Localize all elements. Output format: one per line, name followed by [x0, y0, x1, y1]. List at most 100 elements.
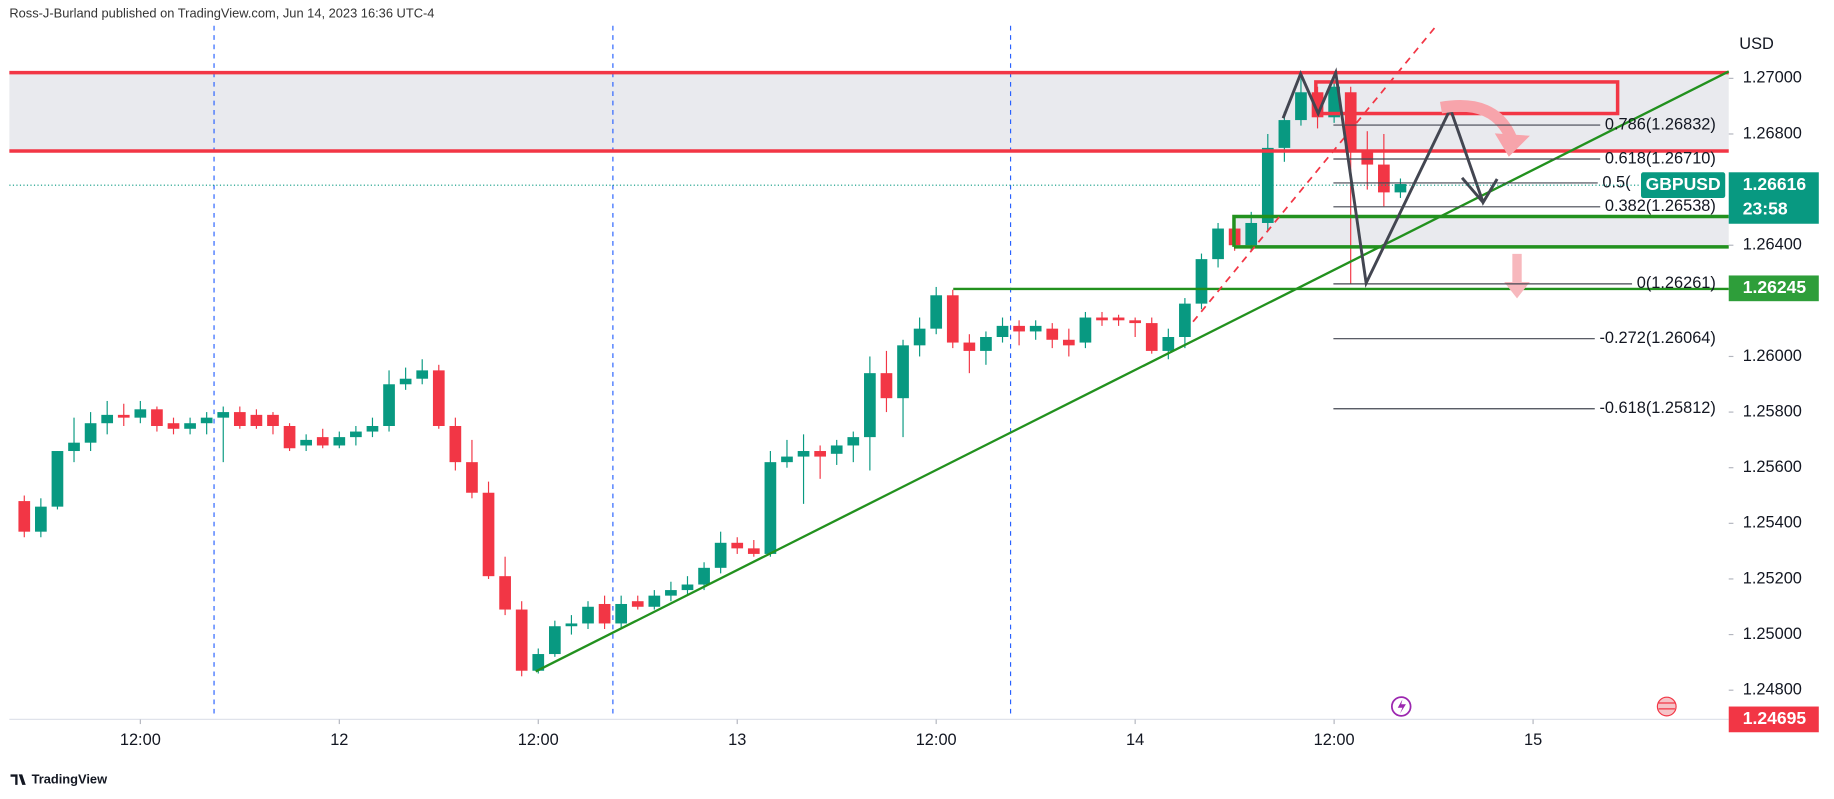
curved-arrow [1440, 100, 1517, 141]
down-arrow [1512, 253, 1522, 284]
support-line [1232, 214, 1729, 247]
y-tick-label: 1.25400 [1743, 514, 1802, 532]
price-badge [1728, 275, 1819, 302]
candle-body [515, 609, 528, 671]
last-price-label: 1.26616 [1743, 174, 1807, 194]
price-badge [1728, 172, 1819, 224]
candle-body [946, 295, 959, 343]
candle-body [399, 378, 412, 385]
candle-body [665, 590, 677, 596]
candle-body [499, 576, 511, 610]
candle-body [764, 462, 777, 554]
candle-body [797, 451, 810, 457]
candle-body [1029, 325, 1042, 332]
candle-body [101, 414, 114, 424]
candle-body [631, 601, 644, 607]
candle-body [598, 603, 611, 624]
candle-body [267, 414, 279, 426]
candle-body [1328, 86, 1340, 118]
candle-body [466, 462, 478, 493]
currency-label: USD [1739, 35, 1774, 53]
fib-label: -0.618(1.25812) [1599, 399, 1715, 417]
candle-body [980, 337, 992, 351]
candle-body [432, 370, 445, 426]
candle-body [1062, 339, 1075, 346]
candle-body [1112, 317, 1125, 321]
candle-body [698, 567, 710, 585]
candle-body [1162, 337, 1175, 351]
x-tick-label: 14 [1126, 731, 1144, 749]
y-tick-label: 1.25200 [1743, 569, 1802, 587]
arrow-head [1460, 176, 1485, 204]
candle-body [864, 373, 876, 438]
candle-body [151, 409, 163, 426]
x-tick-label: 12:00 [120, 731, 161, 749]
logo-mark [10, 774, 26, 785]
candle-body [167, 423, 180, 429]
fib-label: 0(1.26261) [1637, 274, 1716, 292]
fib-label: 0.5( [1602, 173, 1631, 191]
candle-body [615, 603, 628, 624]
fib-label: 0.382(1.26538) [1605, 197, 1716, 215]
header: Ross-J-Burland published on TradingView.… [9, 5, 434, 20]
candle-body [1378, 164, 1390, 193]
supply-box [1314, 80, 1620, 116]
candle-body [731, 542, 744, 549]
candle-body [482, 492, 495, 577]
y-tick-label: 1.25000 [1743, 625, 1802, 643]
trend-line [535, 70, 1730, 673]
candle-body [366, 425, 379, 432]
candle-body [449, 425, 462, 463]
drawings [9, 25, 1730, 673]
axes: USD 1.27000 1.26800 1.26400 1.26000 1.25800 1… [9, 35, 1819, 749]
projection-path [1281, 67, 1499, 289]
candle-body [18, 501, 31, 532]
fib-label: 0.786(1.26832) [1605, 115, 1716, 133]
candle-body [1013, 325, 1025, 332]
curved-arrow-head [1494, 133, 1530, 157]
y-tick-label: 1.26400 [1743, 236, 1802, 254]
symbol-label: GBPUSD [1646, 174, 1721, 194]
candle-body [582, 606, 594, 624]
candle-body [1079, 317, 1092, 343]
candle-body [1129, 320, 1142, 324]
candle-body [233, 412, 246, 426]
candle-body [847, 437, 860, 446]
candle-body [1195, 259, 1208, 304]
candle-body [565, 623, 578, 627]
candle-body [781, 456, 793, 463]
candle-body [913, 328, 926, 346]
footer: TradingView [32, 772, 109, 787]
fibonacci: 0.786(1.26832) 0.618(1.26710) 0.5(0.382(1.… [1333, 115, 1716, 417]
y-tick-label: 1.27000 [1743, 69, 1802, 87]
candle-body [1179, 303, 1191, 338]
candle-body [117, 414, 130, 418]
economic-icon [1656, 696, 1677, 717]
candle-body [996, 325, 1009, 338]
candle-body [814, 451, 826, 457]
fib-label: -0.272(1.26064) [1599, 329, 1715, 347]
x-tick-label: 12:00 [916, 731, 957, 749]
x-tick-label: 12:00 [518, 731, 559, 749]
candle-body [217, 412, 230, 418]
footer-logo: TradingView [10, 772, 109, 787]
candle-body [416, 370, 429, 379]
candle-body [84, 423, 97, 443]
y-tick-label: 1.26000 [1743, 347, 1802, 365]
candle-body [1295, 92, 1307, 121]
candle-body [532, 654, 545, 671]
candle-body [747, 548, 760, 554]
candle-body [1212, 228, 1224, 260]
candle-body [1344, 92, 1357, 151]
candle-body [350, 431, 362, 438]
candle-body [1261, 147, 1274, 223]
x-tick-label: 12:00 [1314, 731, 1355, 749]
x-tick-label: 13 [728, 731, 746, 749]
y-tick-label: 1.26800 [1743, 124, 1802, 142]
candle-body [383, 384, 395, 426]
candle-body [830, 445, 843, 454]
countdown-label: 23:58 [1743, 198, 1788, 218]
candle-body [1145, 323, 1158, 351]
